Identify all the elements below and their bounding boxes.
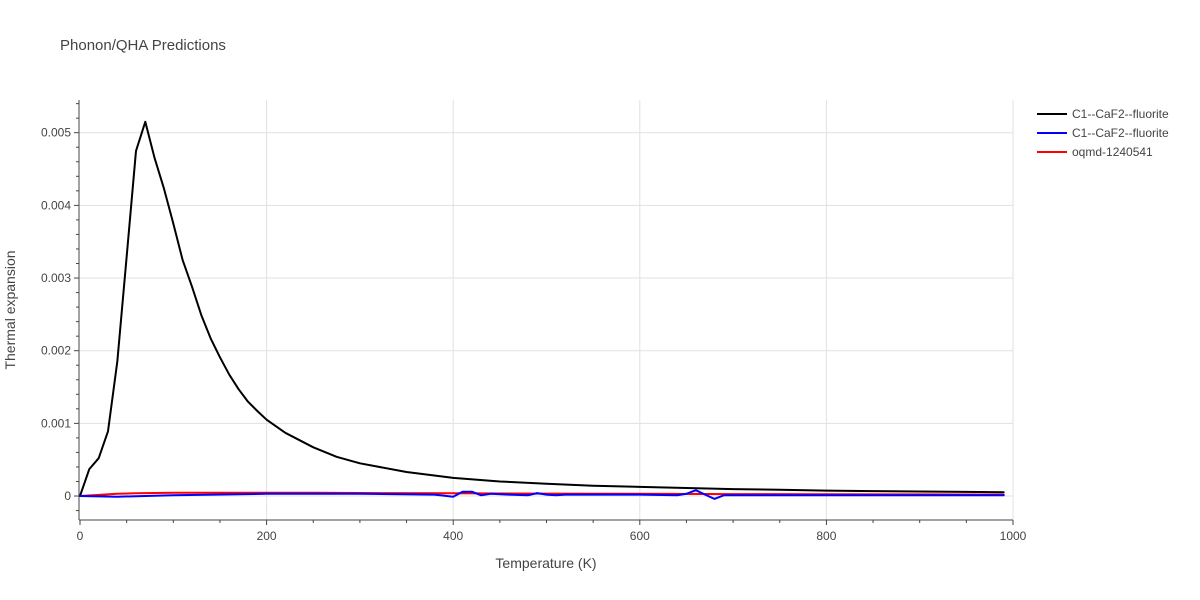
axes	[74, 100, 1014, 525]
legend-item-2[interactable]: C1--CaF2--fluorite	[1037, 126, 1169, 140]
x-tick-label: 200	[257, 529, 277, 543]
y-tick-labels: 0 0.001 0.002 0.003 0.004 0.005	[41, 126, 71, 503]
chart-title: Phonon/QHA Predictions	[60, 37, 226, 54]
x-tick-label: 0	[77, 529, 84, 543]
y-tick-label: 0.004	[41, 198, 71, 212]
y-tick-label: 0	[64, 489, 71, 503]
x-tick-labels: 0 200 400 600 800 1000	[77, 529, 1027, 543]
legend-label: C1--CaF2--fluorite	[1072, 126, 1169, 140]
legend-item-3[interactable]: oqmd-1240541	[1037, 145, 1153, 159]
x-tick-label: 600	[630, 529, 650, 543]
y-tick-label: 0.005	[41, 126, 71, 140]
series-line-3	[79, 491, 1005, 497]
x-axis-label: Temperature (K)	[495, 555, 596, 571]
x-tick-label: 1000	[1000, 529, 1027, 543]
x-tick-label: 800	[816, 529, 836, 543]
legend-item-1[interactable]: C1--CaF2--fluorite	[1037, 107, 1169, 121]
y-tick-label: 0.001	[41, 416, 71, 430]
legend-label: C1--CaF2--fluorite	[1072, 107, 1169, 121]
series-line-2	[79, 489, 1005, 500]
series-lines	[79, 120, 1005, 500]
y-tick-label: 0.002	[41, 344, 71, 358]
y-tick-label: 0.003	[41, 271, 71, 285]
y-axis-label: Thermal expansion	[2, 250, 18, 369]
legend-label: oqmd-1240541	[1072, 145, 1153, 159]
series-line-1	[79, 120, 1005, 497]
x-tick-label: 400	[443, 529, 463, 543]
legend[interactable]: C1--CaF2--fluorite C1--CaF2--fluorite oqmd…	[1037, 107, 1169, 159]
grid-lines	[80, 100, 1014, 520]
